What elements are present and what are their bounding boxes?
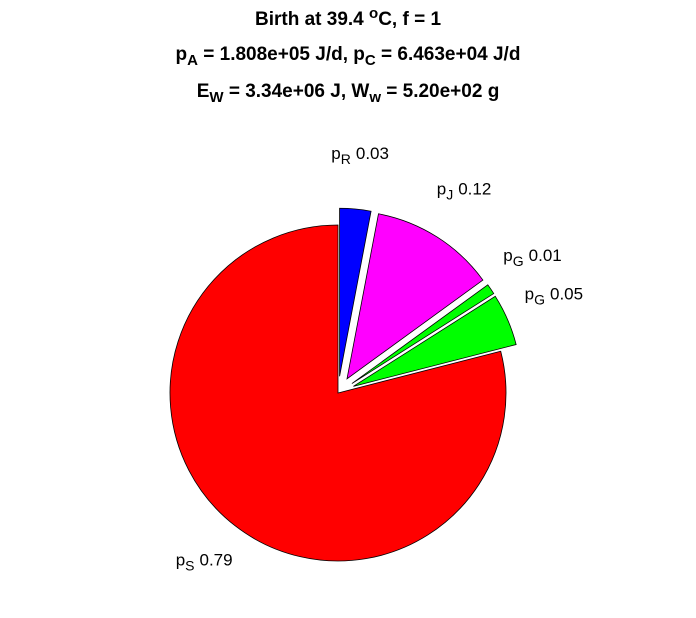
label-name: p (525, 285, 534, 304)
label-subscript: G (513, 253, 524, 269)
pie-slice (351, 284, 495, 384)
label-value: 0.01 (529, 246, 562, 265)
label-subscript: R (341, 151, 351, 167)
label-value: 0.03 (356, 144, 389, 163)
title-text: E (197, 81, 210, 102)
title-subscript: W (209, 89, 224, 106)
label-name: p (331, 144, 340, 163)
pie-slice (339, 207, 372, 377)
label-name: p (176, 551, 185, 570)
title-text: = 5.20e+02 g (381, 81, 499, 102)
label-name: p (437, 179, 446, 198)
pie-slice (169, 224, 507, 562)
title-subscript: C (365, 52, 376, 69)
slice-label: pS 0.79 (176, 551, 233, 574)
title-text: = 3.34e+06 J, W (224, 81, 370, 102)
slice-label: pJ 0.12 (437, 179, 492, 202)
title-text: p (176, 44, 188, 65)
title-subscript: A (187, 52, 198, 69)
title-text: = 1.808e+05 J/d, p (198, 44, 365, 65)
title-text: = 6.463e+04 J/d (376, 44, 521, 65)
label-value: 0.79 (200, 551, 233, 570)
label-subscript: G (534, 291, 545, 307)
label-subscript: S (185, 557, 194, 573)
pie-slice (353, 295, 517, 387)
chart-title: Birth at 39.4 oC, f = 1 (255, 5, 441, 30)
slice-label: pG 0.05 (525, 285, 583, 308)
label-value: 0.12 (458, 179, 491, 198)
chart-title: EW = 3.34e+06 J, Ww = 5.20e+02 g (197, 81, 500, 106)
title-text: C, f = 1 (378, 9, 441, 30)
title-text: Birth at 39.4 (255, 9, 369, 30)
title-subscript: w (368, 89, 381, 106)
pie-slice (346, 213, 484, 380)
title-superscript: o (369, 5, 378, 22)
slice-label: pR 0.03 (331, 144, 389, 167)
slice-label: pG 0.01 (503, 246, 561, 269)
label-name: p (503, 246, 512, 265)
chart-title: pA = 1.808e+05 J/d, pC = 6.463e+04 J/d (176, 44, 521, 69)
label-value: 0.05 (550, 285, 583, 304)
label-subscript: J (446, 186, 453, 202)
